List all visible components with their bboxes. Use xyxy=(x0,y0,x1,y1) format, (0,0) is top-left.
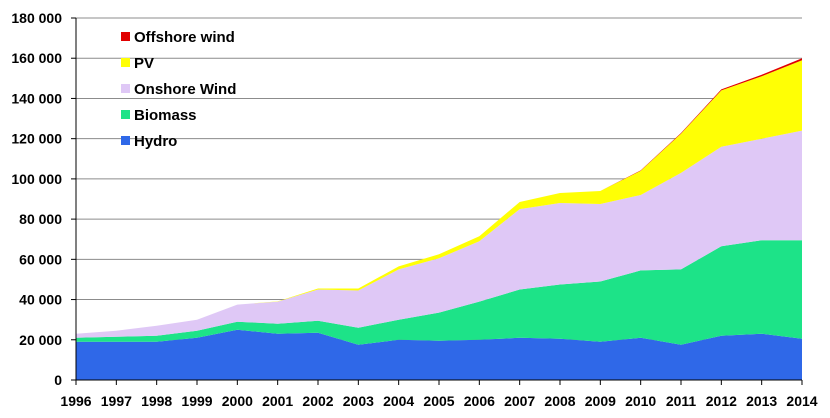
x-tick-label: 2011 xyxy=(666,393,697,409)
legend-swatch xyxy=(121,84,130,93)
x-tick-label: 2007 xyxy=(504,393,535,409)
legend-item-hydro: Hydro xyxy=(121,133,177,150)
x-tick-label: 2006 xyxy=(464,393,495,409)
y-tick-label: 0 xyxy=(54,372,62,388)
y-tick-label: 40 000 xyxy=(19,292,62,308)
legend-item-offshore-wind: Offshore wind xyxy=(121,29,235,46)
x-tick-label: 1999 xyxy=(181,393,212,409)
legend-item-onshore-wind: Onshore Wind xyxy=(121,81,236,98)
legend-swatch xyxy=(121,136,130,145)
x-tick-label: 2009 xyxy=(585,393,616,409)
legend-label: Hydro xyxy=(134,133,177,150)
legend-item-biomass: Biomass xyxy=(121,107,197,124)
legend-label: PV xyxy=(134,55,154,72)
x-tick-label: 2002 xyxy=(302,393,333,409)
y-tick-label: 60 000 xyxy=(19,251,62,267)
legend-label: Onshore Wind xyxy=(134,81,236,98)
y-axis-tick-labels: 0 20 000 40 000 60 000 80 000 100 000 120 000 1… xyxy=(11,10,62,388)
y-tick-label: 100 000 xyxy=(11,171,62,187)
legend-label: Biomass xyxy=(134,107,197,124)
area-hydro xyxy=(76,329,802,380)
x-tick-label: 2013 xyxy=(746,393,777,409)
x-tick-label: 1996 xyxy=(60,393,91,409)
y-tick-label: 80 000 xyxy=(19,211,62,227)
legend-swatch xyxy=(121,58,130,67)
x-axis-tick-labels: 1996 1997 1998 1999 2000 2001 2002 2003 2004 2005… xyxy=(60,393,817,409)
area-onshore-wind xyxy=(76,130,802,338)
x-tick-label: 2012 xyxy=(706,393,737,409)
axes xyxy=(71,17,803,385)
y-tick-label: 160 000 xyxy=(11,50,62,66)
x-tick-label: 2005 xyxy=(423,393,454,409)
gridlines xyxy=(76,17,802,341)
area-biomass xyxy=(76,240,802,345)
x-tick-label: 2000 xyxy=(222,393,253,409)
x-tick-label: 2003 xyxy=(343,393,374,409)
x-tick-label: 1998 xyxy=(141,393,172,409)
x-tick-label: 2010 xyxy=(625,393,656,409)
x-tick-label: 2008 xyxy=(544,393,575,409)
x-tick-label: 2001 xyxy=(262,393,293,409)
area-series xyxy=(76,58,802,380)
y-tick-label: 20 000 xyxy=(19,332,62,348)
legend-label: Offshore wind xyxy=(134,29,235,46)
y-tick-label: 140 000 xyxy=(11,90,62,106)
x-tick-label: 2014 xyxy=(786,393,817,409)
legend-swatch xyxy=(121,32,130,41)
y-tick-label: 180 000 xyxy=(11,10,62,26)
legend-item-pv: PV xyxy=(121,55,154,72)
legend: Offshore wind PV Onshore Wind Biomass Hydro xyxy=(121,29,236,150)
x-tick-label: 1997 xyxy=(101,393,132,409)
legend-swatch xyxy=(121,110,130,119)
y-tick-label: 120 000 xyxy=(11,131,62,147)
x-tick-label: 2004 xyxy=(383,393,414,409)
